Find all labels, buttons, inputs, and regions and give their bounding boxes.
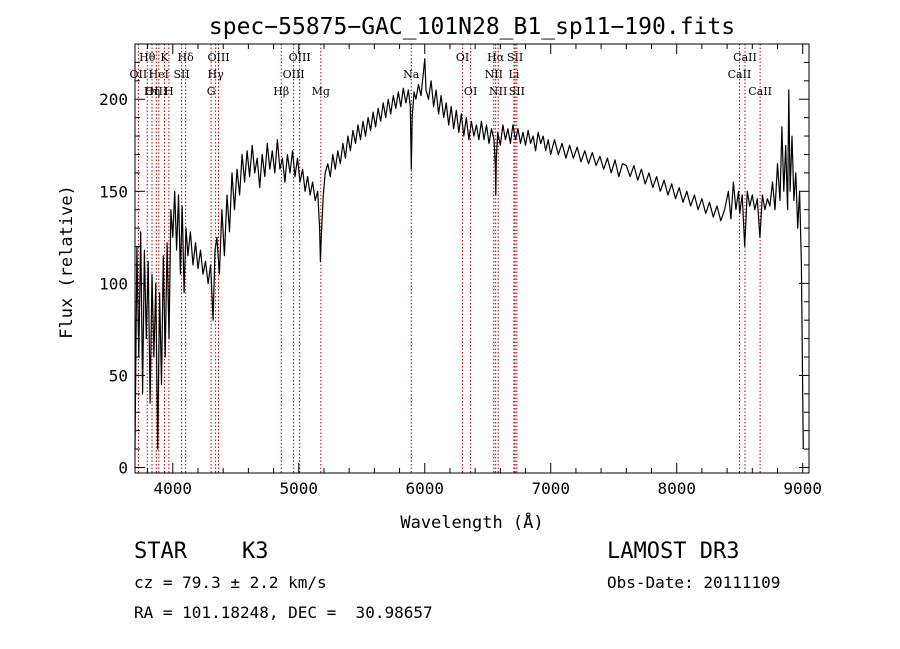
line-marker-label: CaII [733,51,757,64]
line-marker-label: Na [403,68,420,81]
y-tick-label: 150 [99,182,128,201]
line-marker-label: OI [464,85,477,98]
line-marker-label: OIII [283,68,305,81]
line-marker-label: Mg [312,85,330,98]
object-class: STAR [134,539,187,564]
line-marker-label: Hδ [178,51,195,64]
line-marker-label: Hη [144,85,160,98]
y-tick-label: 200 [99,90,128,109]
y-axis-label: Flux (relative) [57,185,77,339]
line-marker-label: H [164,85,174,98]
y-tick-label: 0 [118,458,128,477]
x-tick-label: 6000 [405,479,444,498]
line-marker-label: Hα [487,51,505,64]
line-marker-label: SII [509,85,525,98]
x-tick-label: 8000 [657,479,696,498]
object-subclass: K3 [242,539,269,564]
plot-frame [134,43,810,474]
line-marker-label: G [207,85,216,98]
velocity-readout: cz = 79.3 ± 2.2 km/s [134,573,327,592]
line-marker-label: SII [173,68,189,81]
x-tick-label: 5000 [280,479,319,498]
coordinates-readout: RA = 101.18248, DEC = 30.98657 [134,603,433,622]
y-tick-label: 50 [109,366,128,385]
chart-title: spec−55875−GAC_101N28_B1_sp11−190.fits [209,14,735,40]
line-marker-label: Li [509,68,520,81]
line-marker-label: NII [485,68,503,81]
survey-name: LAMOST DR3 [607,539,740,564]
observation-date: Obs-Date: 20111109 [607,573,781,592]
line-marker-label: CaII [748,85,772,98]
line-marker-label: NII [489,85,507,98]
line-marker-label: OIII [289,51,311,64]
x-tick-label: 9000 [783,479,822,498]
spectrum-line [134,58,804,450]
line-marker-label: OII [130,68,148,81]
line-marker-label: OI [456,51,469,64]
line-marker-label: Hγ [208,68,225,81]
line-marker-label: K [160,51,169,64]
line-marker-label: Hβ [273,85,289,98]
line-marker-label: OIII [207,51,229,64]
line-marker-label: OIII [145,85,167,98]
line-marker-label: CaII [728,68,752,81]
x-tick-label: 4000 [154,479,193,498]
line-marker-label: Hθ [139,51,156,64]
x-tick-label: 7000 [531,479,570,498]
axis-ticks: 4000 5000 6000 7000 8000 9000 0 50 100 150 200 [99,43,822,498]
line-marker-label: SII [507,51,523,64]
line-marker-label: HeI [149,68,169,81]
y-tick-label: 100 [99,274,128,293]
spectrum-series [134,58,804,450]
x-axis-label: Wavelength (Å) [400,511,543,533]
